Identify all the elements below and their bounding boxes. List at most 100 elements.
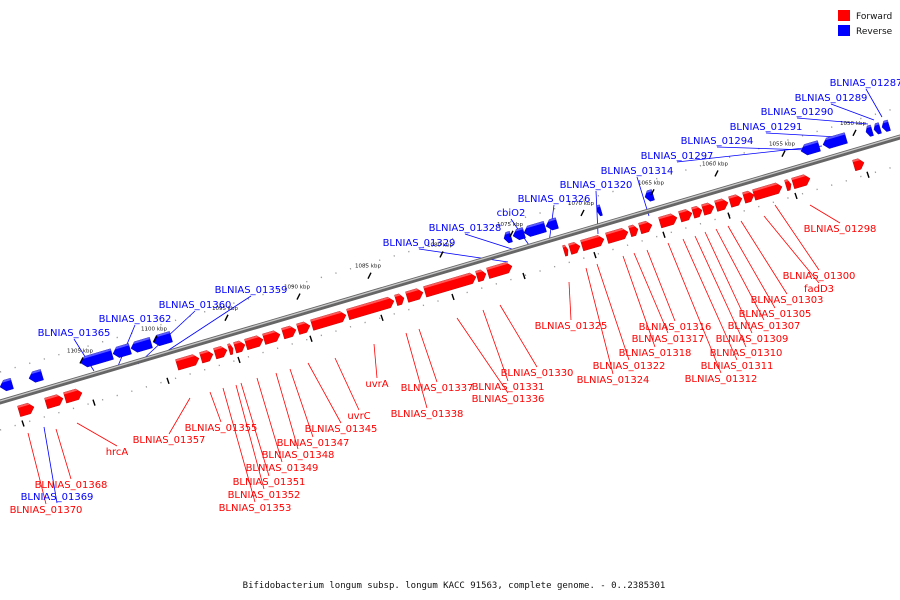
- reverse-gene-label: cbiO2: [497, 208, 526, 219]
- tick-label: 1050 kbp: [840, 121, 866, 127]
- gene-arrow-shine: [244, 335, 259, 342]
- gene-arrow-shine: [17, 403, 30, 409]
- forward-gene-arrow: [233, 340, 246, 354]
- gene-arrow-body: [678, 209, 693, 223]
- gene-arrow-shine: [227, 343, 231, 347]
- gene-arrow-body: [80, 348, 114, 368]
- gene-arrow-shine: [562, 245, 566, 248]
- leader-line: [168, 397, 191, 435]
- gene-arrow-shine: [115, 343, 130, 350]
- tick-mark: [92, 399, 96, 406]
- gene-arrow-body: [213, 346, 228, 360]
- leader-line: [809, 204, 841, 224]
- forward-gene-label: BLNIAS_01337: [401, 383, 474, 394]
- forward-gene-arrow: [310, 311, 347, 331]
- gene-arrow-body: [752, 182, 783, 201]
- gene-arrow-shine: [31, 369, 42, 375]
- tick-label: 1075 kbp: [497, 222, 523, 228]
- gene-arrow-body: [523, 221, 547, 237]
- forward-gene-label: BLNIAS_01357: [133, 435, 206, 446]
- forward-gene-label: BLNIAS_01311: [701, 361, 774, 372]
- leader-line: [568, 281, 572, 321]
- forward-gene-arrow: [281, 325, 297, 340]
- gene-arrow-shine: [262, 330, 276, 336]
- reverse-gene-label: BLNIAS_01320: [560, 180, 633, 191]
- forward-gene-arrow: [244, 335, 264, 351]
- reverse-gene-label: BLNIAS_01289: [795, 93, 868, 104]
- gene-arrow-shine: [568, 242, 577, 246]
- gene-arrow-body: [0, 377, 14, 392]
- leader-line: [464, 233, 516, 251]
- leader-line: [209, 391, 222, 423]
- reverse-gene-arrow: [80, 348, 114, 368]
- gene-arrow-body: [233, 340, 246, 354]
- forward-gene-arrow: [394, 293, 405, 306]
- gene-arrow-body: [310, 311, 347, 331]
- gene-arrow-body: [486, 262, 513, 279]
- forward-gene-arrow: [605, 228, 629, 244]
- forward-gene-label: BLNIAS_01307: [728, 321, 801, 332]
- gene-arrow-shine: [638, 221, 648, 226]
- gene-arrow-shine: [791, 174, 806, 181]
- gene-arrow-shine: [883, 119, 889, 124]
- reverse-gene-label: BLNIAS_01360: [159, 300, 232, 311]
- gene-arrow-body: [44, 394, 64, 409]
- tick-mark: [367, 272, 372, 279]
- tick-label: 1055 kbp: [769, 142, 795, 148]
- gene-arrow-body: [596, 204, 603, 217]
- leader-line: [676, 145, 823, 163]
- gene-arrow-body: [423, 272, 477, 298]
- forward-gene-arrow: [227, 343, 234, 356]
- forward-gene-label: BLNIAS_01336: [472, 394, 545, 405]
- leader-line: [865, 88, 883, 118]
- gene-arrow-body: [262, 330, 281, 345]
- forward-gene-label: BLNIAS_01322: [593, 361, 666, 372]
- leader-line: [418, 248, 509, 263]
- gene-arrow-shine: [605, 228, 624, 235]
- forward-gene-label: BLNIAS_01331: [472, 382, 545, 393]
- forward-gene-label: BLNIAS_01338: [391, 409, 464, 420]
- reverse-gene-label: BLNIAS_01365: [38, 328, 111, 339]
- leader-line: [622, 255, 656, 348]
- gene-arrow-shine: [281, 325, 292, 331]
- forward-gene-arrow: [262, 330, 281, 345]
- gene-arrow-body: [475, 269, 487, 283]
- leader-line: [740, 220, 788, 295]
- forward-gene-arrow: [714, 198, 729, 212]
- tick-label: 1065 kbp: [638, 180, 664, 186]
- forward-gene-arrow: [423, 272, 477, 298]
- forward-gene-label: BLNIAS_01370: [10, 505, 83, 516]
- gene-arrow-body: [562, 244, 569, 257]
- forward-gene-arrow: [752, 182, 783, 201]
- forward-gene-label: BLNIAS_01368: [35, 480, 108, 491]
- genome-caption: Bifidobacterium longum subsp. longum KAC…: [243, 581, 666, 591]
- gene-arrow-shine: [691, 206, 699, 210]
- gene-arrow-shine: [526, 221, 545, 229]
- forward-gene-arrow: [638, 220, 653, 235]
- gene-arrow-shine: [852, 158, 861, 163]
- tick-mark: [593, 251, 597, 259]
- gene-arrow-shine: [213, 346, 223, 351]
- reverse-gene-arrow: [152, 331, 173, 347]
- gene-arrow-shine: [628, 224, 635, 229]
- gene-arrow-shine: [515, 227, 524, 232]
- scale-ticks: 1050 kbp 1055 kbp 1060 kbp 1065 kbp 1070 kbp…: [21, 121, 870, 427]
- leader-line: [694, 235, 747, 348]
- reverse-gene-arrow: [112, 343, 132, 358]
- leader-line: [256, 377, 283, 463]
- leader-line: [240, 382, 270, 477]
- gene-arrow-shine: [423, 272, 472, 289]
- forward-gene-label: BLNIAS_01300: [783, 271, 856, 282]
- reverse-gene-arrow: [130, 337, 153, 353]
- forward-gene-label: BLNIAS_01351: [233, 477, 306, 488]
- leader-line: [27, 432, 47, 505]
- gene-arrow-body: [728, 194, 743, 208]
- gene-arrow-body: [865, 124, 874, 137]
- tick-mark: [662, 231, 666, 239]
- reverse-gene-label: BLNIAS_01297: [641, 151, 714, 162]
- forward-gene-arrow: [784, 179, 792, 192]
- forward-gene-label: BLNIAS_01312: [685, 374, 758, 385]
- gene-arrow-shine: [597, 204, 601, 208]
- gene-arrow-shine: [548, 217, 557, 222]
- legend-forward-swatch: [838, 10, 850, 21]
